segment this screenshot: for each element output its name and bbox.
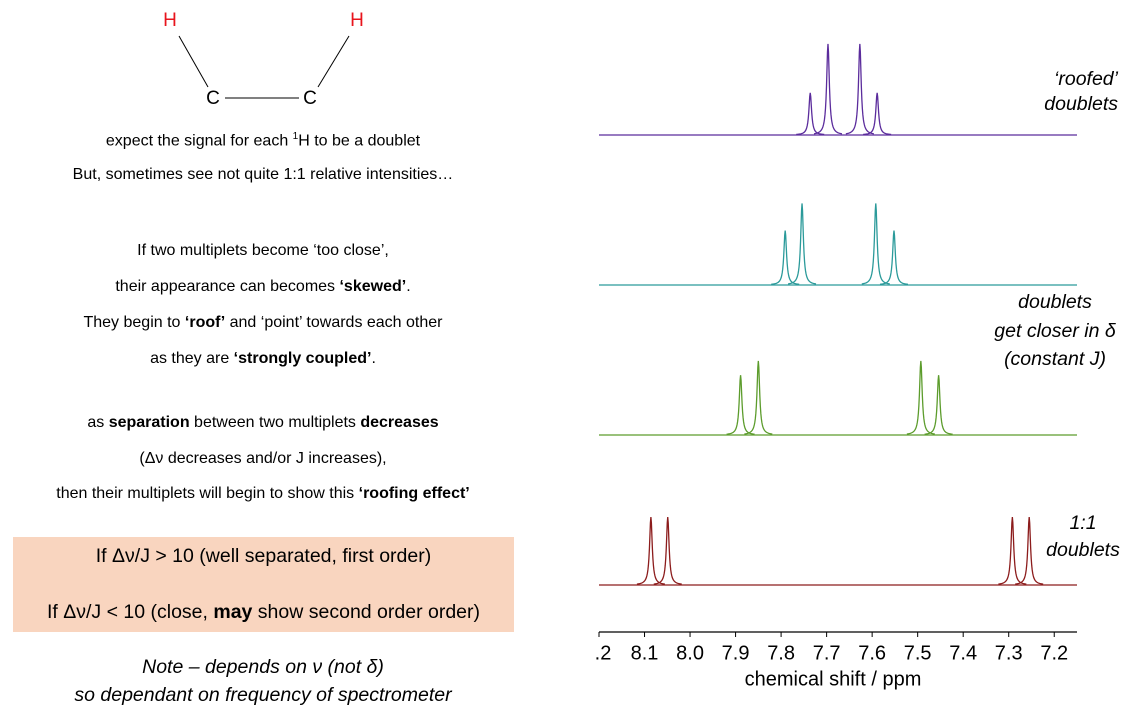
text-run: 1	[292, 131, 299, 142]
atom-label: C	[303, 88, 317, 109]
peak	[998, 516, 1027, 585]
peak	[906, 360, 935, 435]
annotation: 1:1	[1069, 512, 1096, 534]
text-run: Note – depends on ν (not δ)	[142, 656, 384, 678]
annotation: get closer in δ	[994, 320, 1116, 342]
x-tick-label: 7.9	[722, 642, 750, 664]
note-line: as they are ‘strongly coupled’.	[13, 350, 513, 368]
annotation: (constant J)	[1004, 348, 1106, 370]
note-line: their appearance can becomes ‘skewed’.	[13, 278, 513, 296]
text-run: .	[406, 278, 411, 295]
peak	[787, 203, 817, 285]
x-tick-label: 7.4	[949, 642, 977, 664]
highlight-box	[13, 537, 514, 632]
text-run: (Δν decreases and/or J increases),	[139, 450, 387, 467]
text-run: between two multiplets	[189, 414, 361, 431]
footnote-line: so dependant on frequency of spectromete…	[13, 684, 513, 707]
peak	[636, 516, 665, 585]
peak	[813, 43, 843, 135]
box-line: If Δν/J < 10 (close, may show second ord…	[13, 601, 514, 624]
box-line: If Δν/J > 10 (well separated, first orde…	[13, 545, 514, 568]
text-run: If two multiplets become ‘too close’,	[137, 242, 389, 259]
text-run: expect the signal for each	[105, 132, 293, 150]
annotation: doublets	[1018, 291, 1092, 313]
annotation: ‘roofed’	[1054, 68, 1119, 90]
text-run: and ‘point’ towards each other	[225, 314, 443, 331]
text-run: as they are	[150, 350, 234, 367]
bond	[178, 35, 209, 88]
text-run: ‘roofing effect’	[358, 485, 470, 502]
x-tick-label: 7.2	[1040, 642, 1068, 664]
x-tick-label: 7.5	[904, 642, 932, 664]
text-run: separation	[108, 414, 190, 431]
text-run: their appearance can becomes	[115, 278, 340, 295]
text-run: so dependant on frequency of spectromete…	[74, 684, 452, 706]
note-line: then their multiplets will begin to show…	[13, 485, 513, 503]
x-tick-label: .2	[595, 642, 612, 664]
x-tick-label: 7.3	[995, 642, 1023, 664]
x-tick-label: 7.6	[858, 642, 886, 664]
annotation: doublets	[1044, 93, 1118, 115]
peak	[1015, 516, 1044, 585]
peak	[744, 360, 773, 435]
note-line: But, sometimes see not quite 1:1 relativ…	[13, 166, 513, 184]
x-axis-label: chemical shift / ppm	[745, 668, 922, 690]
peak	[771, 230, 800, 285]
text-run: If Δν/J > 10 (well separated, first orde…	[95, 545, 432, 567]
peak	[796, 92, 825, 136]
annotation: doublets	[1046, 539, 1120, 561]
note-line: They begin to ‘roof’ and ‘point’ towards…	[13, 314, 513, 332]
peak	[879, 230, 909, 285]
peak	[726, 375, 755, 435]
bond	[317, 35, 350, 88]
x-tick-label: 7.8	[767, 642, 795, 664]
atom-label: H	[350, 10, 364, 31]
peak	[924, 375, 953, 435]
text-run: then their multiplets will begin to show…	[56, 485, 359, 502]
note-line: as separation between two multiplets dec…	[13, 414, 513, 432]
peak	[653, 516, 682, 585]
peak	[861, 203, 890, 285]
x-tick-label: 8.0	[676, 642, 704, 664]
text-run: ‘roof’	[184, 314, 226, 331]
atom-label: C	[206, 88, 220, 109]
x-tick-label: 8.1	[631, 642, 659, 664]
text-run: ‘strongly coupled’	[233, 350, 372, 367]
text-run: But, sometimes see not quite 1:1 relativ…	[72, 166, 454, 183]
text-run: If Δν/J < 10 (close,	[46, 601, 214, 623]
text-run: ‘skewed’	[339, 278, 407, 295]
peak	[845, 43, 874, 135]
note-line: If two multiplets become ‘too close’,	[13, 242, 513, 260]
text-run: They begin to	[83, 314, 185, 331]
text-run: .	[371, 350, 376, 367]
note-line: expect the signal for each 1H to be a do…	[13, 131, 513, 150]
text-run: H to be a doublet	[298, 132, 421, 150]
text-run: as	[87, 414, 109, 431]
x-tick-label: 7.7	[813, 642, 841, 664]
text-run: decreases	[360, 414, 439, 431]
peak	[863, 92, 892, 136]
footnote-line: Note – depends on ν (not δ)	[13, 656, 513, 679]
text-run: may	[213, 601, 253, 623]
note-line: (Δν decreases and/or J increases),	[13, 450, 513, 468]
text-run: show second order order)	[252, 601, 481, 623]
atom-label: H	[163, 10, 177, 31]
